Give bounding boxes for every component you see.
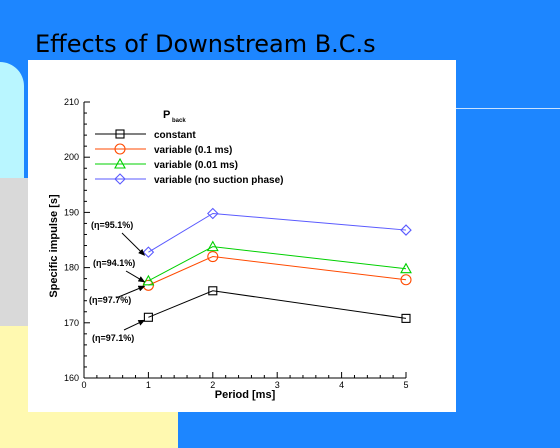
- annotation-label: (η=97.7%): [89, 295, 131, 305]
- x-tick-label: 1: [146, 380, 151, 390]
- legend-label: constant: [154, 130, 196, 141]
- data-point-square: [401, 313, 411, 323]
- y-tick-label: 160: [64, 373, 79, 383]
- legend-label: variable (no suction phase): [154, 175, 283, 186]
- annotation-arrow: [115, 285, 146, 299]
- legend-label: variable (0.01 ms): [154, 160, 238, 171]
- series-line-0: [148, 290, 407, 319]
- annotation-label: (η=97.1%): [92, 333, 134, 343]
- data-point-circle: [400, 274, 412, 286]
- annotation-label: (η=94.1%): [93, 258, 135, 268]
- y-axis-label: Specific impulse [s]: [48, 194, 60, 298]
- legend-title-subscript: back: [172, 118, 186, 124]
- legend-marker-triangle: [114, 157, 126, 169]
- annotation-arrow: [123, 319, 146, 331]
- series-line-3: [148, 212, 407, 253]
- x-tick-label: 5: [403, 380, 408, 390]
- y-tick-label: 170: [64, 318, 79, 328]
- legend-label: variable (0.1 ms): [154, 145, 232, 156]
- data-point-triangle: [206, 240, 219, 252]
- y-tick-label: 200: [64, 152, 79, 162]
- data-point-diamond: [142, 246, 155, 258]
- data-point-square: [143, 312, 153, 322]
- series-line-1: [148, 256, 407, 286]
- x-tick-label: 3: [275, 380, 280, 390]
- legend-marker-circle: [114, 143, 126, 155]
- data-point-triangle: [400, 262, 412, 274]
- y-tick-label: 180: [64, 263, 79, 273]
- legend-marker-square: [115, 129, 125, 139]
- data-point-square: [208, 286, 218, 296]
- x-tick-label: 4: [339, 380, 344, 390]
- decor-cyan-block: [0, 62, 24, 178]
- data-point-diamond: [400, 224, 412, 236]
- y-tick-label: 210: [64, 97, 79, 107]
- x-tick-label: 2: [210, 380, 215, 390]
- data-point-circle: [207, 251, 219, 263]
- legend-marker-diamond: [114, 173, 126, 185]
- slide-title: Effects of Downstream B.C.s: [35, 30, 376, 58]
- y-tick-label: 190: [64, 207, 79, 217]
- legend-title: P: [163, 109, 170, 121]
- x-axis-label: Period [ms]: [215, 389, 276, 401]
- chart-panel: [28, 60, 456, 412]
- annotation-arrow: [125, 270, 146, 283]
- series-line-2: [148, 246, 407, 282]
- data-point-diamond: [207, 207, 219, 220]
- annotation-arrow: [121, 232, 146, 256]
- decor-line: [455, 108, 560, 109]
- data-point-triangle: [142, 274, 155, 286]
- x-tick-label: 0: [81, 380, 86, 390]
- annotation-label: (η=95.1%): [91, 220, 133, 230]
